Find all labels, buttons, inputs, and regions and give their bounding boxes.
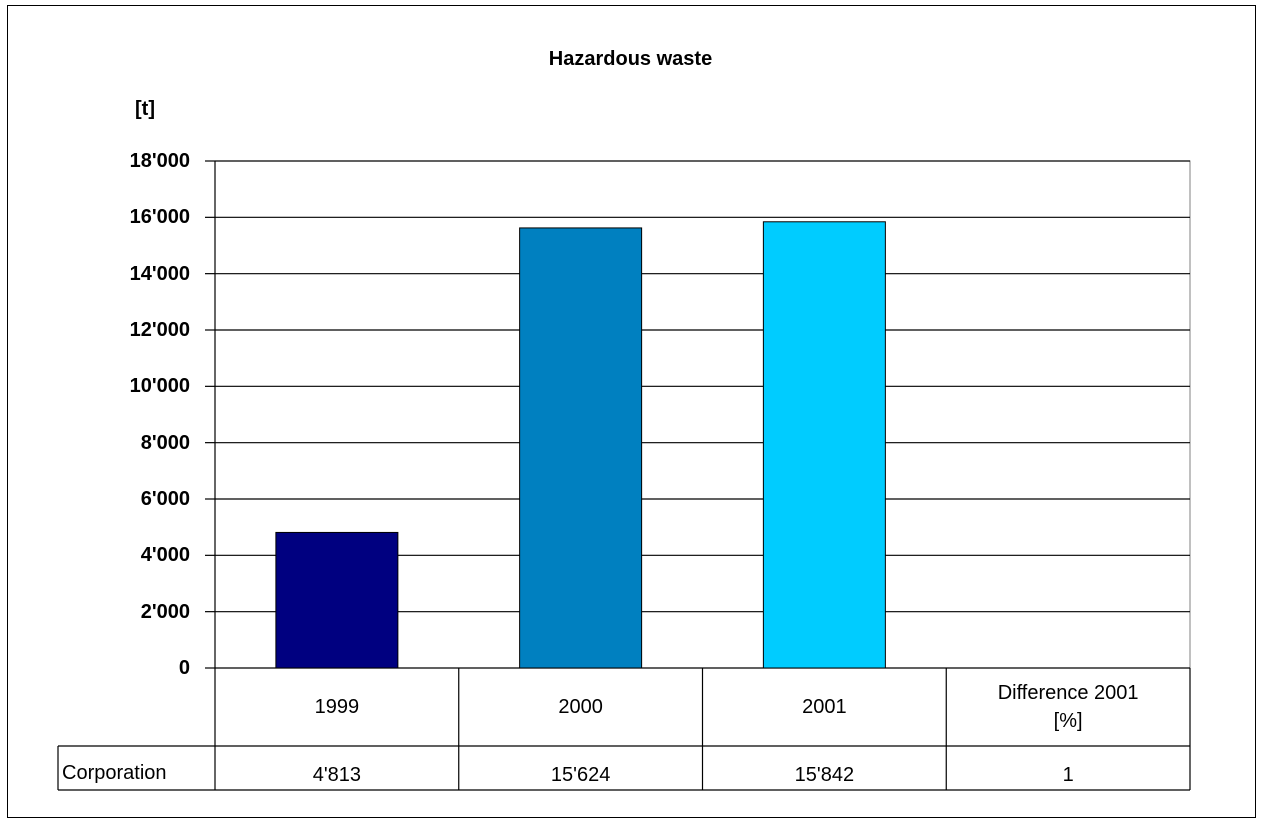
- y-tick-label: 14'000: [129, 262, 190, 285]
- chart-frame: [7, 5, 1256, 818]
- bar: [762, 221, 886, 669]
- x-category-label: Difference 2001 [%]: [997, 682, 1139, 732]
- y-tick-label: 0: [178, 657, 190, 679]
- y-tick-label: 6'000: [140, 488, 190, 510]
- bar: [275, 531, 399, 669]
- y-tick-label: 8'000: [140, 431, 190, 454]
- table-cell: 15'624: [550, 764, 611, 786]
- chart-title: Hazardous waste: [548, 48, 713, 70]
- table-cell: 15'842: [794, 764, 855, 786]
- y-tick-label: 12'000: [129, 319, 190, 341]
- x-category-label: 1999: [314, 696, 360, 718]
- x-category-label: 2001: [802, 696, 847, 718]
- y-axis-unit: [t]: [135, 98, 155, 120]
- table-cell: 1: [1062, 764, 1074, 786]
- y-tick-label: 4'000: [140, 544, 190, 567]
- y-tick-label: 18'000: [129, 150, 190, 172]
- table-row-label: Corporation: [62, 762, 167, 784]
- x-category-label: 2000: [558, 696, 603, 718]
- y-tick-label: 2'000: [140, 600, 190, 623]
- table-cell: 4'813: [312, 764, 362, 786]
- y-tick-label: 16'000: [129, 206, 190, 229]
- y-tick-label: 10'000: [129, 375, 190, 398]
- bar: [519, 227, 643, 669]
